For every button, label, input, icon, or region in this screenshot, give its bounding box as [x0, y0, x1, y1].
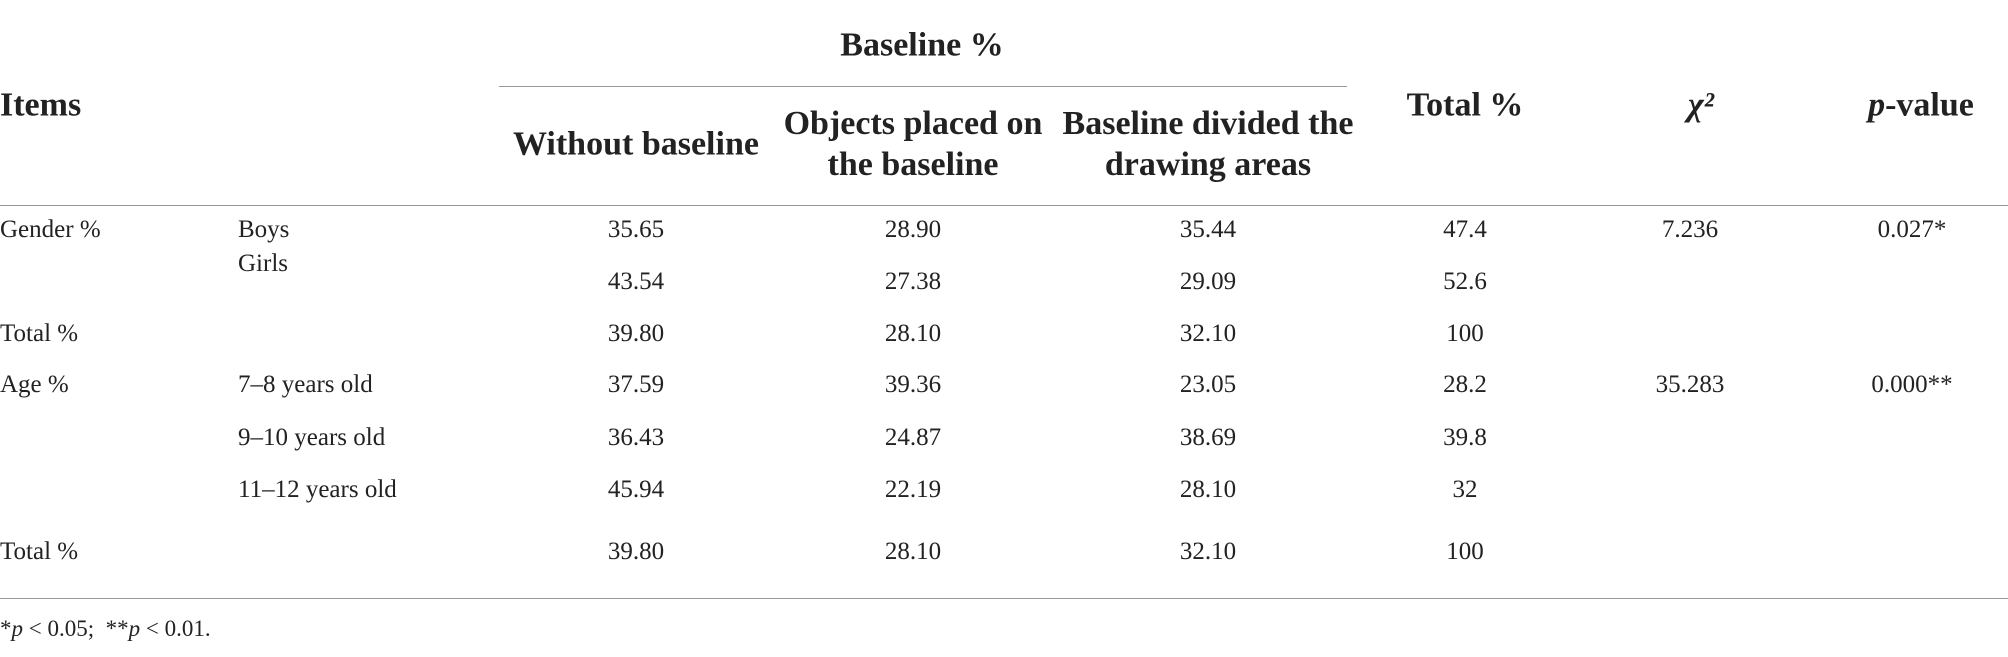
cell: 39.80 [607, 538, 665, 565]
cell: 28.10 [884, 320, 942, 347]
total-header: Total % [1406, 86, 1524, 124]
pvalue-rest: -value [1885, 86, 1974, 124]
column-header: Baseline divided the drawing areas [1062, 105, 1354, 183]
row-group: Girls [238, 250, 288, 277]
column-header: Without baseline [513, 125, 759, 163]
row-group: 11–12 years old [238, 476, 397, 503]
footnote-text: < 0.01. [140, 616, 211, 642]
cell: 27.38 [884, 268, 942, 295]
header-rule [0, 205, 2008, 206]
column-header: Objects placed on the baseline [783, 105, 1043, 183]
cell: 39.80 [607, 320, 665, 347]
cell: 29.09 [1179, 268, 1237, 295]
footnote-text: * [0, 616, 12, 642]
cell: 35.44 [1179, 216, 1237, 243]
cell: 39.8 [1443, 424, 1487, 451]
bottom-rule [0, 598, 2008, 599]
pvalue-italic: p [1868, 86, 1886, 124]
cell: 0.027* [1877, 216, 1947, 243]
row-item: Total % [0, 538, 79, 565]
cell: 32 [1452, 476, 1478, 503]
cell: 39.36 [884, 371, 942, 398]
cell: 52.6 [1443, 268, 1487, 295]
row-item: Age % [0, 371, 69, 398]
chi-header: χ² [1688, 86, 1714, 124]
row-group: 7–8 years old [238, 371, 373, 398]
row-item: Gender % [0, 216, 101, 243]
group-rule [499, 86, 1347, 87]
cell: 22.19 [884, 476, 942, 503]
cell: 23.05 [1179, 371, 1237, 398]
cell: 7.236 [1661, 216, 1719, 243]
row-group: Boys [238, 216, 290, 243]
row-group: 9–10 years old [238, 424, 386, 451]
cell: 28.10 [1179, 476, 1237, 503]
cell: 0.000** [1871, 371, 1953, 398]
cell: 38.69 [1179, 424, 1237, 451]
cell: 28.2 [1443, 371, 1487, 398]
cell: 32.10 [1179, 320, 1237, 347]
cell: 24.87 [884, 424, 942, 451]
items-header: Items [0, 86, 82, 124]
cell: 100 [1446, 320, 1484, 347]
cell: 35.283 [1655, 371, 1725, 398]
footnote-italic: p [11, 616, 24, 642]
cell: 28.10 [884, 538, 942, 565]
cell: 100 [1446, 538, 1484, 565]
cell: 37.59 [607, 371, 665, 398]
cell: 35.65 [607, 216, 665, 243]
footnote: *p < 0.05; **p < 0.01. [0, 615, 211, 643]
cell: 32.10 [1179, 538, 1237, 565]
cell: 28.90 [884, 216, 942, 243]
cell: 47.4 [1443, 216, 1487, 243]
pvalue-header: p-value [1868, 85, 1974, 126]
footnote-italic: p [128, 616, 141, 642]
cell: 45.94 [607, 476, 665, 503]
footnote-text: < 0.05; ** [23, 616, 129, 642]
cell: 43.54 [607, 268, 665, 295]
cell: 36.43 [607, 424, 665, 451]
group-header: Baseline % [840, 26, 1004, 64]
row-item: Total % [0, 320, 79, 347]
